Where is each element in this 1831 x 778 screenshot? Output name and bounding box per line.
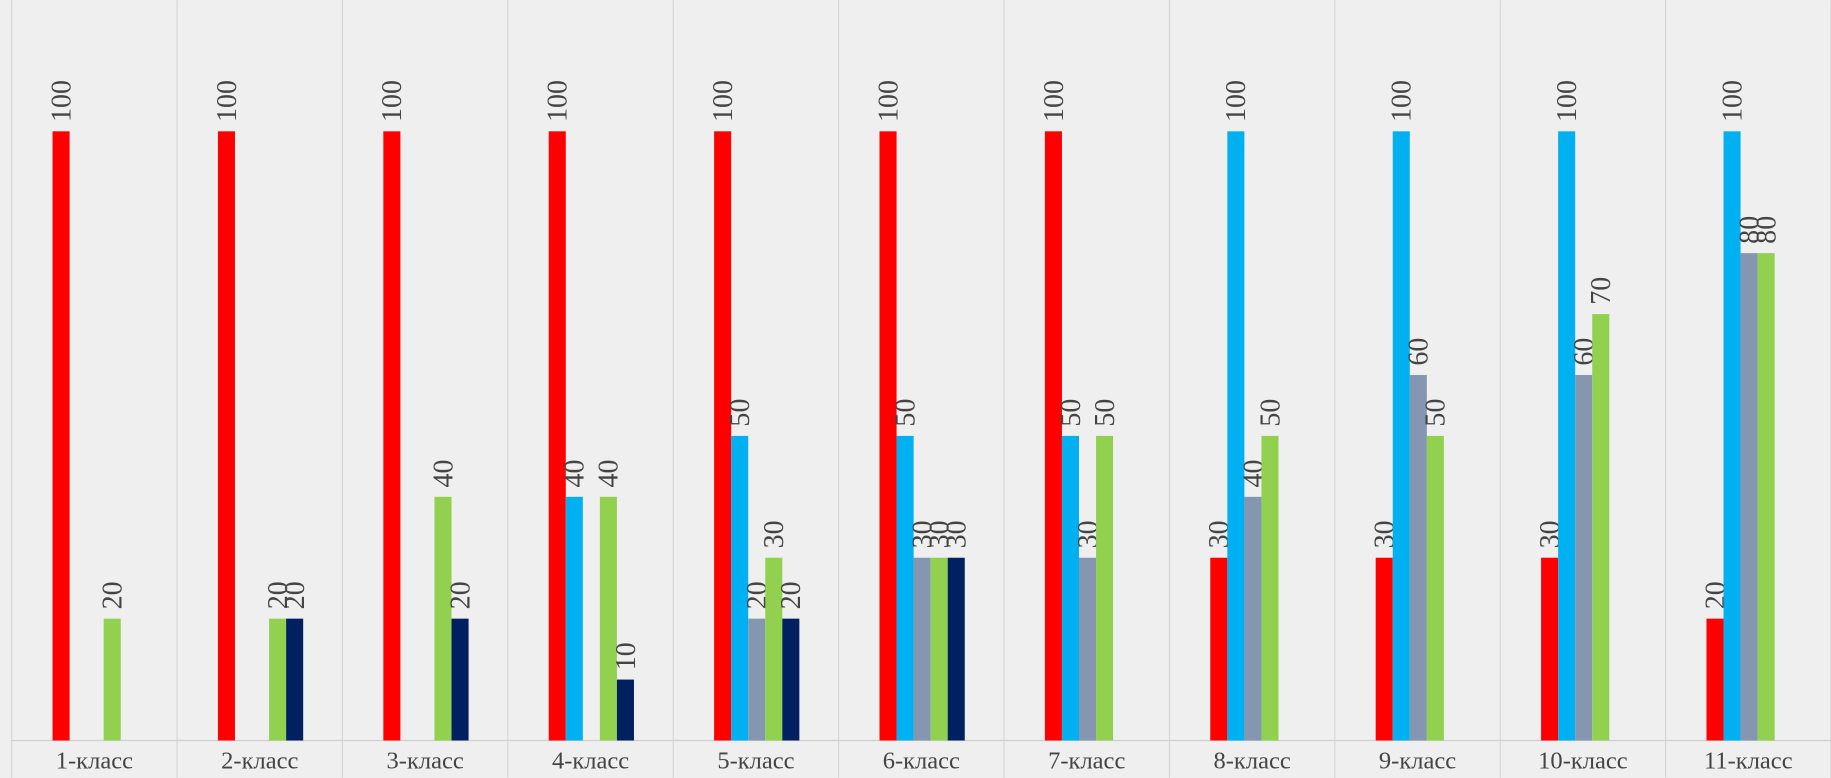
- bar: [1558, 131, 1576, 741]
- bar: [1409, 374, 1427, 741]
- value-label: 100: [543, 80, 574, 122]
- bar: [1723, 131, 1741, 741]
- value-label: 40: [560, 459, 591, 487]
- value-label: 100: [1039, 80, 1070, 122]
- bar: [383, 131, 401, 741]
- x-tick-label: 7-класс: [1048, 748, 1125, 775]
- value-label: 10: [611, 642, 642, 670]
- x-tick-label: 1-класс: [56, 748, 133, 775]
- value-label: 100: [1552, 80, 1583, 122]
- bar: [1244, 496, 1262, 741]
- value-label: 100: [1717, 80, 1748, 122]
- value-label: 30: [759, 520, 790, 548]
- x-tick-label: 8-класс: [1214, 748, 1291, 775]
- value-label: 100: [46, 80, 77, 122]
- bar: [879, 131, 897, 741]
- bar: [1426, 435, 1444, 741]
- value-label: 80: [1734, 216, 1765, 244]
- value-label: 50: [1090, 399, 1121, 427]
- value-label: 20: [98, 581, 129, 609]
- bar: [217, 131, 235, 741]
- bar: [782, 618, 800, 741]
- bar: [616, 679, 634, 741]
- value-label: 100: [1221, 80, 1252, 122]
- value-label: 60: [1404, 338, 1435, 366]
- x-tick-label: 3-класс: [387, 748, 464, 775]
- value-label: 100: [1387, 80, 1418, 122]
- value-label: 30: [925, 520, 956, 548]
- value-label: 50: [1255, 399, 1286, 427]
- value-label: 30: [907, 520, 938, 548]
- value-label: 40: [594, 459, 625, 487]
- value-label: 80: [1751, 216, 1782, 244]
- bar: [1392, 131, 1410, 741]
- bar: [1575, 374, 1593, 741]
- bar: [434, 496, 452, 741]
- value-label: 20: [263, 581, 294, 609]
- bar: [1541, 557, 1559, 741]
- bar: [1227, 131, 1245, 741]
- x-tick-label: 6-класс: [883, 748, 960, 775]
- bar: [1096, 435, 1114, 741]
- bar: [913, 557, 931, 741]
- bar: [103, 618, 121, 741]
- value-label: 100: [377, 80, 408, 122]
- bar: [548, 131, 566, 741]
- bar: [896, 435, 914, 741]
- bar: [1757, 253, 1775, 741]
- bar: [1740, 253, 1758, 741]
- value-label: 20: [280, 581, 311, 609]
- bar: [731, 435, 749, 741]
- value-label: 70: [1586, 277, 1617, 305]
- value-label: 100: [212, 80, 243, 122]
- value-label: 50: [1056, 399, 1087, 427]
- value-label: 50: [725, 399, 756, 427]
- bar: [599, 496, 617, 741]
- bar: [1079, 557, 1097, 741]
- value-label: 50: [890, 399, 921, 427]
- bar: [947, 557, 965, 741]
- bar: [714, 131, 732, 741]
- bar: [765, 557, 783, 741]
- bar: [1044, 131, 1062, 741]
- x-tick-label: 11-класс: [1704, 748, 1793, 775]
- value-label: 50: [1421, 399, 1452, 427]
- bar: [1210, 557, 1228, 741]
- bar: [286, 618, 304, 741]
- value-label: 20: [445, 581, 476, 609]
- bar: [930, 557, 948, 741]
- x-tick-label: 9-класс: [1379, 748, 1456, 775]
- x-tick-label: 10-класс: [1538, 748, 1628, 775]
- bar: [1375, 557, 1393, 741]
- bar: [52, 131, 70, 741]
- bar: [269, 618, 287, 741]
- bar: [1592, 314, 1610, 741]
- bar: [451, 618, 469, 741]
- bar: [1706, 618, 1724, 741]
- bar: [565, 496, 583, 741]
- x-tick-label: 2-класс: [221, 748, 298, 775]
- x-tick-label: 5-класс: [717, 748, 794, 775]
- x-tick-label: 4-класс: [552, 748, 629, 775]
- value-label: 100: [708, 80, 739, 122]
- value-label: 30: [942, 520, 973, 548]
- value-label: 20: [776, 581, 807, 609]
- value-label: 40: [428, 459, 459, 487]
- bar: [1061, 435, 1080, 741]
- value-label: 100: [873, 80, 904, 122]
- bar: [1261, 435, 1279, 741]
- bar: [748, 618, 766, 741]
